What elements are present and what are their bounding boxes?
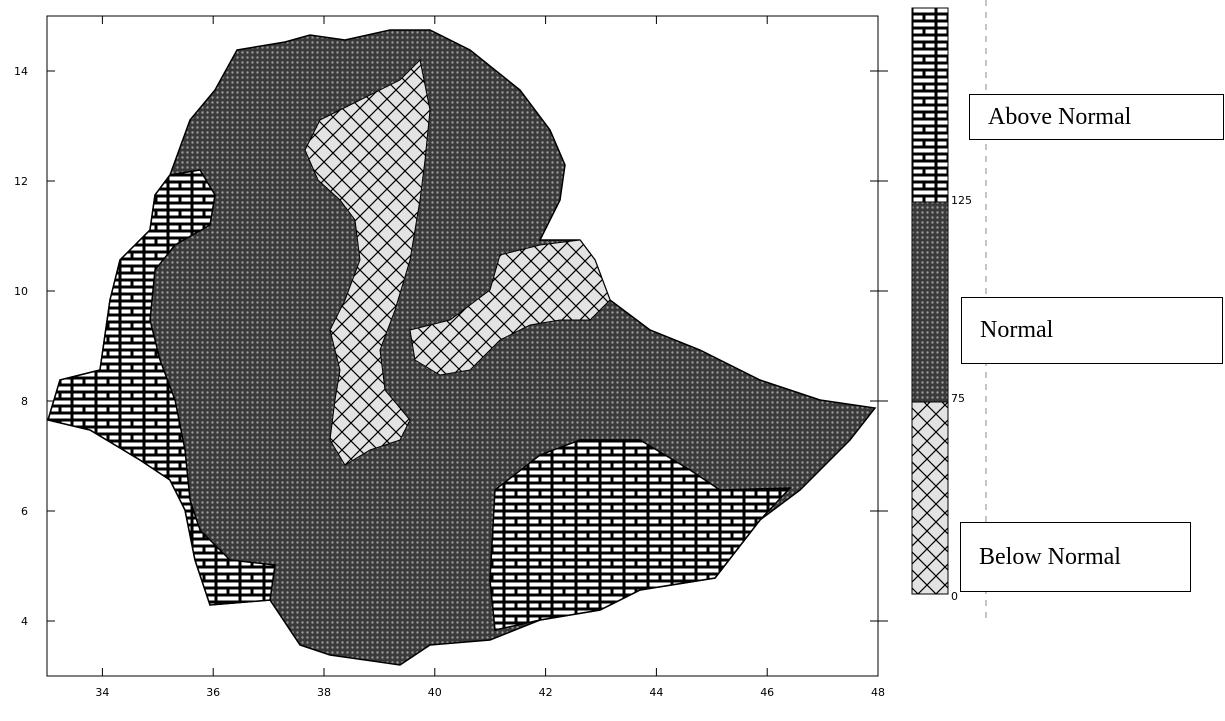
colorbar: 125 75 0 <box>911 7 972 603</box>
x-tick-label-44: 44 <box>649 686 663 699</box>
colorbar-tick-0: 0 <box>951 590 958 603</box>
region-below-normal-central <box>304 58 431 466</box>
x-tick-label-48: 48 <box>871 686 885 699</box>
x-tick-label-42: 42 <box>539 686 553 699</box>
y-tick-label-12: 12 <box>14 175 28 188</box>
y-tick-label-10: 10 <box>14 285 28 298</box>
colorbar-above-normal-band <box>911 7 949 203</box>
x-axis: 34 36 38 40 42 44 46 48 <box>95 16 885 699</box>
x-tick-label-36: 36 <box>206 686 220 699</box>
legend-normal: Normal <box>961 297 1223 364</box>
y-tick-label-8: 8 <box>21 395 28 408</box>
colorbar-below-normal-band <box>911 401 949 595</box>
region-above-normal-southeast <box>489 439 792 631</box>
x-tick-label-34: 34 <box>95 686 109 699</box>
region-above-normal-west <box>47 169 276 606</box>
colorbar-normal-band <box>911 201 949 403</box>
colorbar-tick-75: 75 <box>951 392 965 405</box>
y-tick-label-14: 14 <box>14 65 28 78</box>
legend-above-normal: Above Normal <box>969 94 1224 140</box>
y-tick-label-6: 6 <box>21 505 28 518</box>
colorbar-tick-125: 125 <box>951 194 972 207</box>
x-tick-label-46: 46 <box>760 686 774 699</box>
y-tick-label-4: 4 <box>21 615 28 628</box>
legend-below-normal: Below Normal <box>960 522 1191 592</box>
x-tick-label-40: 40 <box>428 686 442 699</box>
x-tick-label-38: 38 <box>317 686 331 699</box>
region-below-normal-east <box>409 239 611 376</box>
y-axis: 4 6 8 10 12 14 <box>14 65 888 628</box>
